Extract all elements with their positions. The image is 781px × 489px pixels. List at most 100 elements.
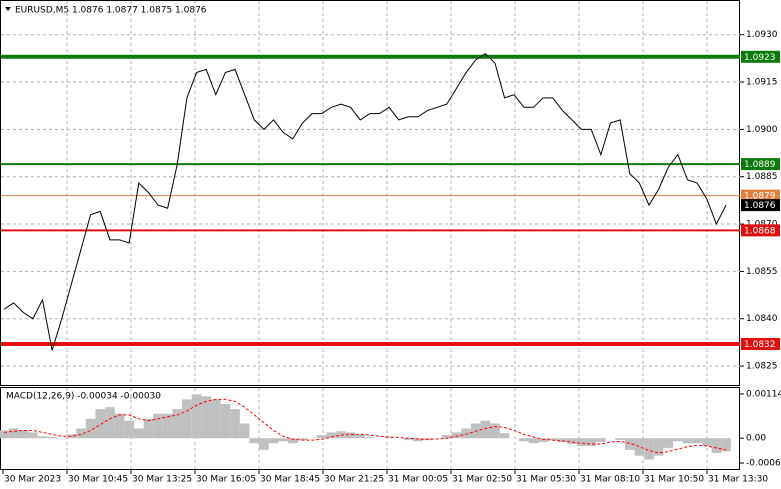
macd-bar <box>528 438 539 444</box>
macd-bar <box>172 409 183 439</box>
macd-bar <box>557 438 568 443</box>
macd-bar <box>326 432 337 439</box>
macd-bar <box>345 432 356 439</box>
macd-bar <box>576 438 587 446</box>
y-tick-label: 1.0915 <box>746 78 778 88</box>
macd-bar <box>239 423 250 439</box>
macd-bar <box>230 409 240 439</box>
macd-bar <box>538 438 548 443</box>
macd-bar <box>114 413 125 439</box>
macd-bar <box>634 438 645 456</box>
macd-bar <box>499 433 510 439</box>
signal-line <box>3 398 727 454</box>
macd-bar <box>316 435 327 439</box>
macd-bar <box>442 435 452 439</box>
x-tick-label: 30 Mar 16:05 <box>196 475 256 485</box>
chart-title: EURUSD,M5 1.0876 1.0877 1.0875 1.0876 <box>15 6 207 16</box>
level-label: 1.0923 <box>744 53 776 63</box>
level-label-box <box>741 158 780 171</box>
x-tick-label: 31 Mar 00:05 <box>388 475 448 485</box>
macd-bar <box>586 438 597 446</box>
macd-bar <box>451 432 462 439</box>
macd-bar <box>0 430 9 439</box>
macd-bar <box>201 396 211 439</box>
level-label-box <box>741 50 780 63</box>
macd-bar <box>663 438 674 448</box>
macd-frame <box>0 387 740 470</box>
macd-bar <box>355 435 365 439</box>
y-tick-label: 0.00 <box>746 434 766 444</box>
macd-bar <box>615 438 625 441</box>
macd-bar <box>143 418 154 439</box>
last-price-box <box>741 199 780 212</box>
x-tick-label: 31 Mar 10:50 <box>644 475 704 485</box>
macd-bar <box>682 438 693 444</box>
macd-bar <box>85 418 96 439</box>
macd-bar <box>721 438 731 452</box>
macd-bar <box>567 438 577 445</box>
y-tick-label: 0.00114 <box>746 389 781 399</box>
macd-bar <box>413 438 423 442</box>
macd-bar <box>673 438 683 442</box>
macd-bar <box>653 438 664 456</box>
x-tick-label: 30 Mar 2023 <box>4 475 61 485</box>
macd-bar <box>384 437 394 439</box>
macd-bar <box>490 423 500 439</box>
y-tick-label: 1.0885 <box>746 172 778 182</box>
macd-bar <box>644 438 654 460</box>
x-tick-label: 30 Mar 13:25 <box>132 475 192 485</box>
macd-bar <box>220 404 231 439</box>
macd-bar <box>519 438 529 442</box>
x-tick-label: 31 Mar 05:30 <box>516 475 576 485</box>
macd-bar <box>66 434 77 439</box>
x-tick-label: 31 Mar 02:50 <box>452 475 512 485</box>
macd-bar <box>278 438 288 442</box>
macd-bar <box>480 420 491 439</box>
y-tick-label: 1.0825 <box>746 362 778 372</box>
macd-bar <box>191 394 202 439</box>
macd-bar <box>18 430 29 439</box>
macd-title: MACD(12,26,9) -0.00034 -0.00030 <box>6 392 161 402</box>
macd-bar <box>153 413 163 439</box>
macd-bar <box>596 438 606 443</box>
y-tick-label: 1.0855 <box>746 267 778 277</box>
macd-bar <box>624 438 635 450</box>
level-label: 1.0832 <box>744 340 776 350</box>
y-tick-label: 1.0930 <box>746 30 778 40</box>
x-tick-label: 31 Mar 13:30 <box>708 475 768 485</box>
y-tick-label: 1.0900 <box>746 125 778 135</box>
macd-bar <box>47 437 57 439</box>
macd-bar <box>259 438 269 450</box>
macd-bar <box>403 438 414 441</box>
y-tick-label: 1.0840 <box>746 314 778 324</box>
macd-bar <box>105 407 115 439</box>
level-label-box <box>741 224 780 237</box>
macd-bar <box>249 438 260 444</box>
macd-bar <box>210 399 221 439</box>
macd-bar <box>182 399 192 439</box>
macd-bar <box>711 438 722 453</box>
macd-bar <box>8 428 19 439</box>
x-tick-label: 30 Mar 18:45 <box>260 475 320 485</box>
y-tick-label: -0.00064 <box>746 459 781 469</box>
menu-arrow <box>5 7 11 11</box>
macd-bar <box>162 413 173 439</box>
price-line <box>3 53 727 351</box>
level-label: 1.0868 <box>744 226 776 236</box>
macd-bar <box>692 438 702 444</box>
x-tick-label: 30 Mar 10:45 <box>68 475 128 485</box>
macd-bar <box>365 437 375 439</box>
level-label: 1.0879 <box>744 192 776 202</box>
macd-bar <box>461 428 471 439</box>
macd-bar <box>124 420 134 439</box>
x-tick-label: 31 Mar 08:10 <box>580 475 640 485</box>
macd-bar <box>133 428 144 439</box>
macd-bar <box>297 438 308 441</box>
macd-bar <box>701 438 712 446</box>
macd-bar <box>76 428 86 439</box>
macd-bar <box>95 409 106 439</box>
level-label-box <box>741 189 780 202</box>
macd-bar <box>547 438 558 441</box>
